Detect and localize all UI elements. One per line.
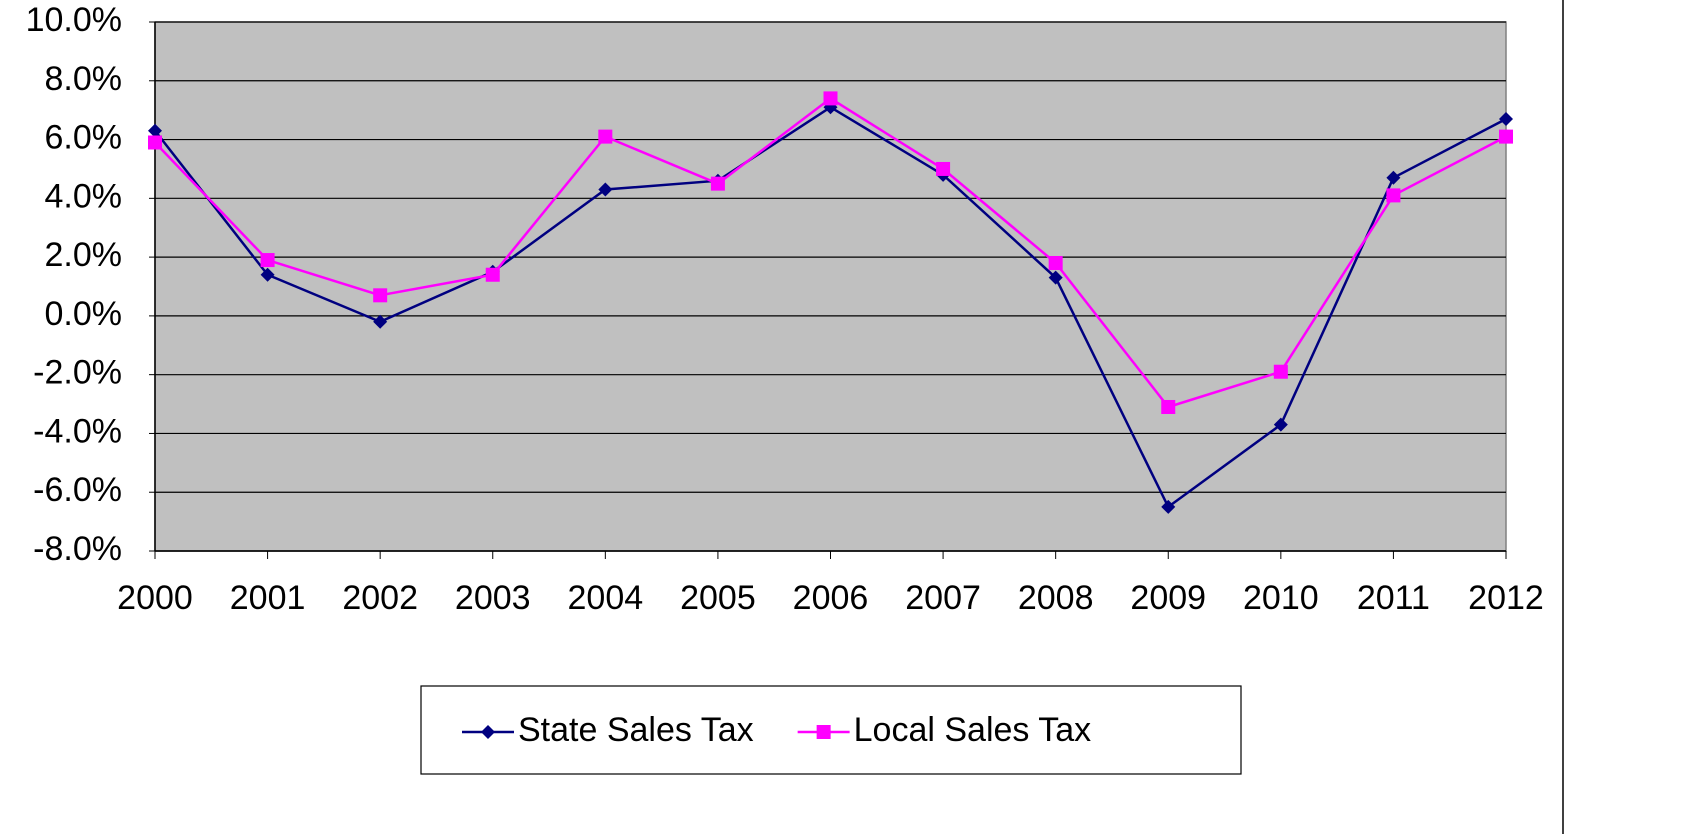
data-point xyxy=(148,123,162,138)
legend-label: Local Sales Tax xyxy=(854,711,1092,749)
data-point xyxy=(1386,170,1401,185)
x-tick-label: 2012 xyxy=(1468,579,1544,617)
data-point xyxy=(1386,188,1401,203)
data-point xyxy=(1499,129,1513,144)
x-tick-label: 2006 xyxy=(793,579,869,617)
legend-box xyxy=(420,685,1242,775)
x-tick-label: 2004 xyxy=(568,579,644,617)
y-tick-label: -4.0% xyxy=(33,412,122,450)
x-tick-label: 2011 xyxy=(1357,579,1430,617)
data-point xyxy=(598,182,613,197)
data-point xyxy=(148,135,162,150)
data-point xyxy=(1273,364,1288,379)
x-tick-label: 2001 xyxy=(230,579,306,617)
legend-marker xyxy=(481,725,495,739)
x-tick-label: 2003 xyxy=(455,579,531,617)
data-point xyxy=(710,176,725,191)
y-tick-label: -6.0% xyxy=(33,471,122,509)
data-point xyxy=(260,253,275,268)
data-point xyxy=(823,91,838,106)
data-point xyxy=(936,161,951,176)
x-tick-label: 2009 xyxy=(1130,579,1206,617)
x-tick-label: 2010 xyxy=(1243,579,1319,617)
data-point xyxy=(1048,255,1063,270)
y-tick-label: 2.0% xyxy=(45,236,123,274)
legend-marker xyxy=(816,725,831,739)
data-point xyxy=(598,129,613,144)
y-tick-label: -8.0% xyxy=(33,530,122,568)
data-point xyxy=(1273,417,1288,432)
y-tick-label: 6.0% xyxy=(45,119,123,157)
y-tick-label: 8.0% xyxy=(45,60,123,98)
y-tick-label: 10.0% xyxy=(26,1,122,39)
x-tick-label: 2005 xyxy=(680,579,756,617)
data-point xyxy=(1161,399,1176,414)
data-point xyxy=(260,267,275,282)
y-tick-label: 4.0% xyxy=(45,177,123,215)
data-point xyxy=(373,314,388,329)
data-point xyxy=(1161,499,1176,514)
x-tick-label: 2007 xyxy=(905,579,981,617)
data-point xyxy=(1499,111,1513,126)
x-tick-label: 2002 xyxy=(342,579,418,617)
y-tick-label: 0.0% xyxy=(45,295,123,333)
data-point xyxy=(1048,270,1063,285)
data-point xyxy=(485,267,500,282)
x-tick-label: 2000 xyxy=(117,579,193,617)
x-tick-label: 2008 xyxy=(1018,579,1094,617)
y-tick-label: -2.0% xyxy=(33,354,122,392)
legend-label: State Sales Tax xyxy=(518,711,754,749)
data-point xyxy=(373,288,388,303)
